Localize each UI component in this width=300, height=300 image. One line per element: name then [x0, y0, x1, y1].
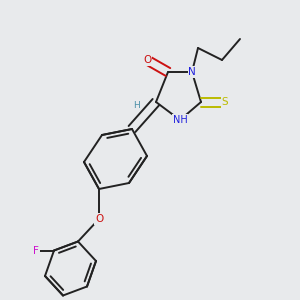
- Text: O: O: [95, 214, 103, 224]
- Text: NH: NH: [172, 115, 188, 125]
- Text: O: O: [143, 55, 151, 65]
- Text: N: N: [188, 67, 196, 77]
- Text: S: S: [222, 97, 228, 107]
- Text: H: H: [133, 100, 140, 109]
- Text: F: F: [33, 245, 39, 256]
